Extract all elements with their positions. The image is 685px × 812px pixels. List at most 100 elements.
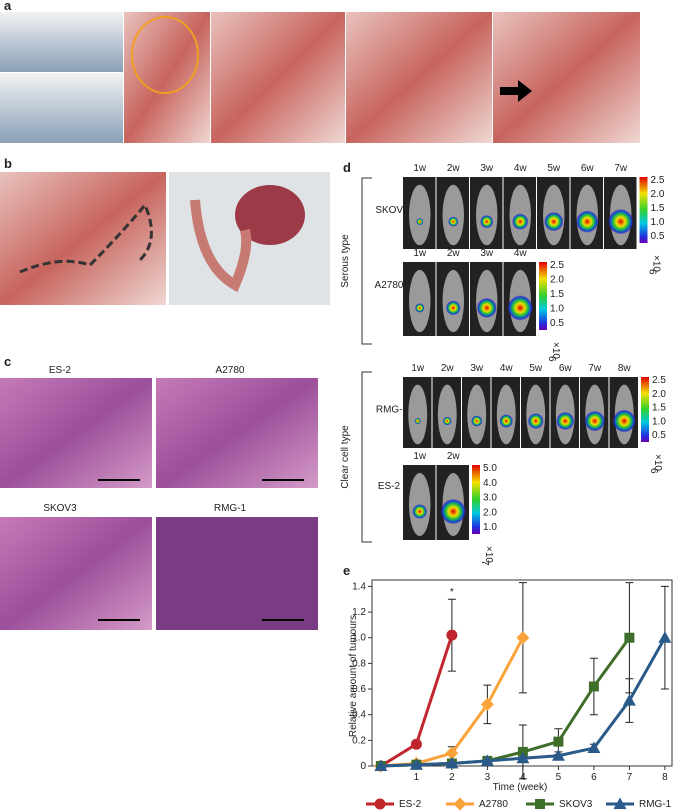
legend-marker xyxy=(453,797,467,811)
panel-label: c xyxy=(4,354,11,369)
mouse xyxy=(409,269,431,333)
signal xyxy=(414,417,421,425)
signal xyxy=(448,216,459,227)
week-label: 4w xyxy=(514,248,528,259)
row-label: ES-2 xyxy=(378,481,401,492)
point xyxy=(516,751,530,764)
week-label: 6w xyxy=(581,163,595,174)
signal xyxy=(471,415,483,427)
panel-label: d xyxy=(343,160,351,175)
signal xyxy=(412,504,428,519)
point xyxy=(658,631,672,643)
y-tick-label: 1.4 xyxy=(352,581,366,592)
signal xyxy=(556,411,575,431)
mouse xyxy=(476,184,498,246)
colorbar-label: 1.0 xyxy=(651,217,665,228)
signal xyxy=(544,211,564,232)
week-label: 1w xyxy=(413,451,427,462)
annotation: * xyxy=(450,587,454,598)
colorbar-label: 2.0 xyxy=(651,189,665,200)
signal xyxy=(476,297,497,318)
colorbar xyxy=(641,377,649,442)
signal xyxy=(480,215,494,229)
colorbar-label: 2.5 xyxy=(652,375,666,386)
signal xyxy=(576,210,599,233)
colorbar-label: 2.0 xyxy=(550,275,564,286)
y-tick-label: 1.2 xyxy=(352,607,366,618)
signal xyxy=(527,413,544,429)
legend-marker xyxy=(535,799,545,809)
histology-label: A2780 xyxy=(216,365,245,376)
colorbar-unit: ×10 xyxy=(550,342,561,359)
colorbar-label: 4.0 xyxy=(483,478,497,489)
point xyxy=(587,741,601,754)
colorbar-label: 1.5 xyxy=(550,289,564,300)
colorbar-label: 5.0 xyxy=(483,463,497,474)
signal xyxy=(440,498,466,525)
legend-label: SKOV3 xyxy=(559,799,593,810)
week-label: 5w xyxy=(529,363,543,374)
point xyxy=(553,736,564,747)
week-label: 3w xyxy=(480,248,494,259)
colorbar-exp: 6 xyxy=(648,468,659,474)
colorbar-label: 1.5 xyxy=(652,403,666,414)
week-label: 1w xyxy=(413,248,427,259)
signal xyxy=(416,218,424,226)
week-label: 7w xyxy=(588,363,602,374)
colorbar xyxy=(639,177,648,243)
colorbar-exp: 6 xyxy=(546,356,557,362)
week-label: 5w xyxy=(547,163,561,174)
week-label: 2w xyxy=(447,163,461,174)
colorbar-label: 2.5 xyxy=(550,260,564,271)
group-label: Clear cell type xyxy=(340,425,351,489)
panel-label: a xyxy=(4,0,12,13)
y-tick-label: 0.2 xyxy=(352,735,366,746)
mouse xyxy=(467,384,487,445)
y-tick-label: 0.6 xyxy=(352,684,366,695)
row-label: A2780 xyxy=(375,280,404,291)
point xyxy=(445,746,459,760)
signal xyxy=(442,416,452,426)
y-tick-label: 0.8 xyxy=(352,658,366,669)
point xyxy=(516,631,530,645)
row-label: RMG-1 xyxy=(376,405,409,416)
point xyxy=(551,749,565,761)
y-tick-label: 0.4 xyxy=(352,710,366,721)
colorbar-label: 2.0 xyxy=(652,389,666,400)
y-axis-label: Relative amount of tumours xyxy=(348,615,359,737)
week-label: 2w xyxy=(441,363,455,374)
point xyxy=(480,754,494,766)
week-label: 3w xyxy=(470,363,484,374)
x-tick-label: 1 xyxy=(414,772,420,783)
mouse xyxy=(409,184,431,246)
point xyxy=(445,756,459,769)
signal xyxy=(584,410,606,432)
week-label: 7w xyxy=(614,163,628,174)
x-tick-label: 7 xyxy=(627,772,633,783)
row-label: SKOV3 xyxy=(375,205,409,216)
week-label: 6w xyxy=(559,363,573,374)
colorbar-exp: 6 xyxy=(647,269,658,275)
point xyxy=(446,629,458,641)
colorbar-label: 1.5 xyxy=(651,203,665,214)
point xyxy=(480,697,494,711)
signal xyxy=(507,295,533,321)
week-label: 1w xyxy=(411,363,425,374)
legend-label: A2780 xyxy=(479,799,508,810)
mouse xyxy=(437,384,457,445)
week-label: 4w xyxy=(514,163,528,174)
colorbar-unit: ×10 xyxy=(652,454,663,471)
x-tick-label: 3 xyxy=(485,772,491,783)
colorbar-label: 0.5 xyxy=(651,231,665,242)
week-label: 8w xyxy=(618,363,632,374)
plot-frame xyxy=(371,579,673,767)
colorbar-label: 1.0 xyxy=(652,416,666,427)
group-label: Serous type xyxy=(340,234,351,288)
point xyxy=(622,694,636,706)
signal xyxy=(445,300,461,316)
colorbar-label: 2.0 xyxy=(483,507,497,518)
week-label: 3w xyxy=(480,163,494,174)
colorbar xyxy=(539,262,547,330)
colorbar-unit: ×10 xyxy=(483,546,494,563)
